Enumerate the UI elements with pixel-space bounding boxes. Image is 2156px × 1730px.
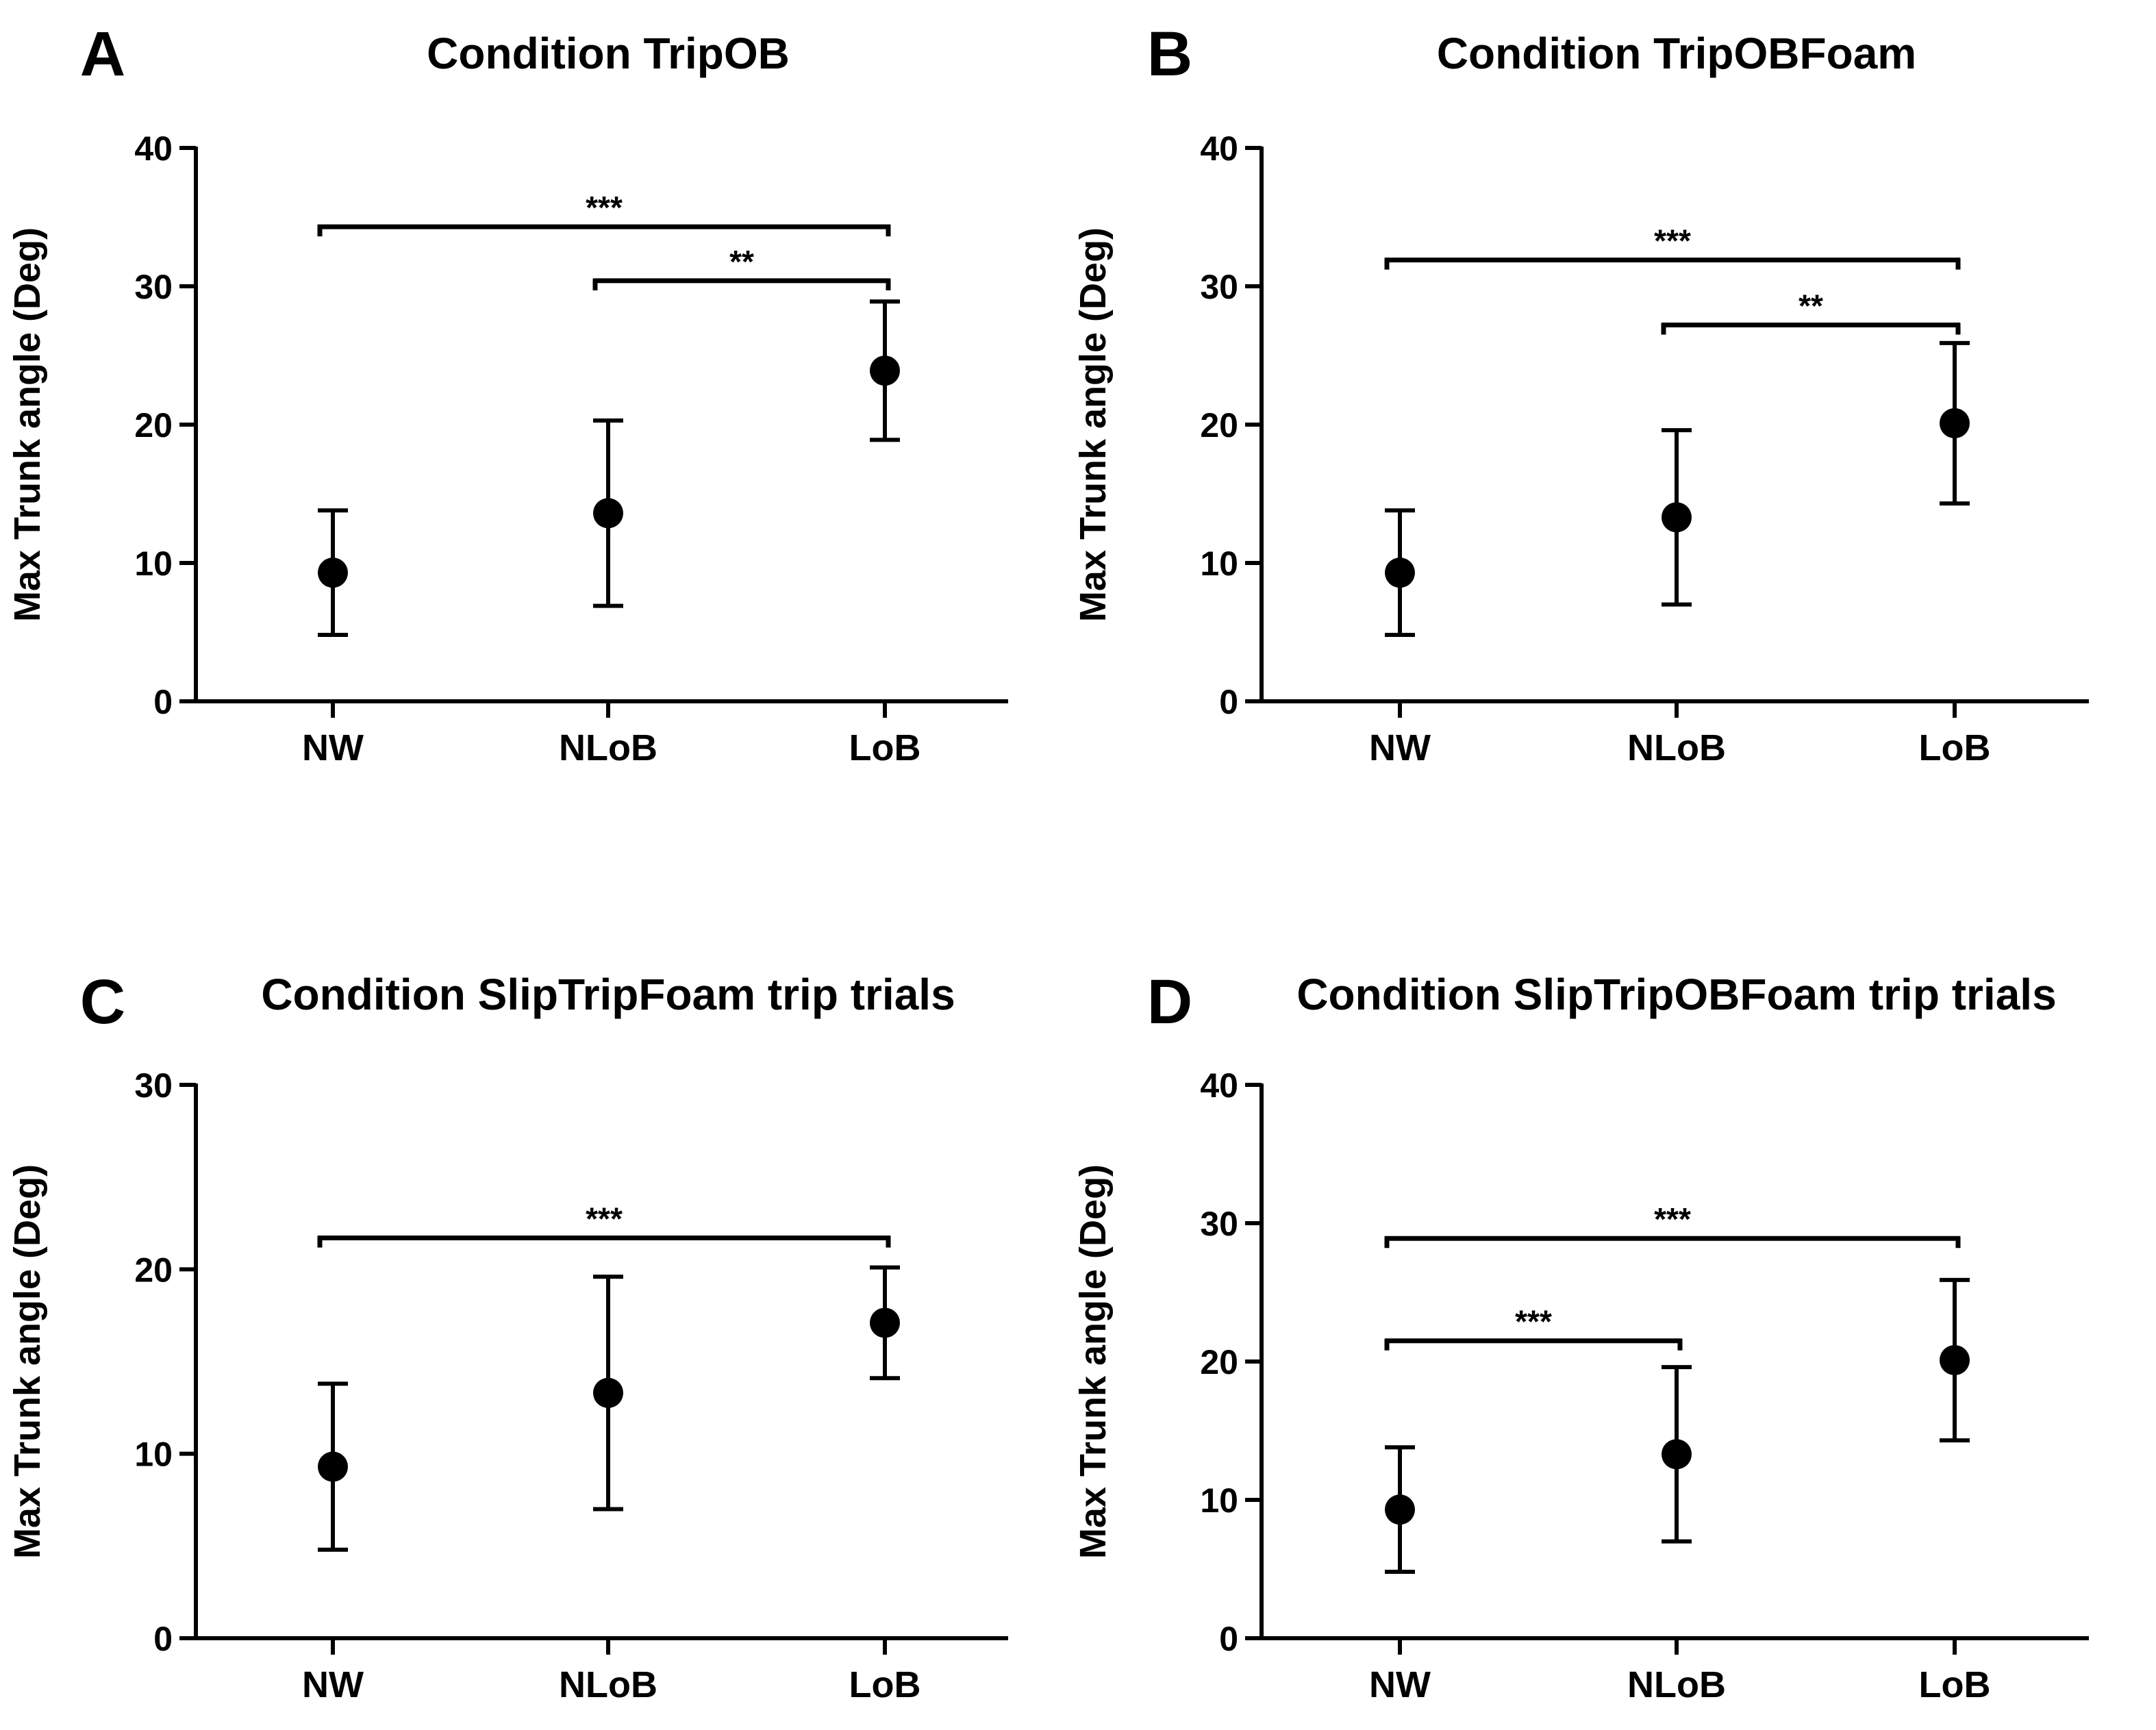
y-axis-label: Max Trunk angle (Deg): [1073, 227, 1114, 622]
data-point-nw: [318, 557, 348, 588]
significance-bracket: ***: [317, 1201, 891, 1248]
y-tick-label: 30: [1200, 1205, 1238, 1243]
panel-letter: A: [80, 19, 125, 89]
significance-bracket: ***: [1384, 1304, 1683, 1351]
x-tick-label: LoB: [1919, 1664, 1991, 1705]
x-tick-label: NLoB: [1627, 1664, 1726, 1705]
x-tick-label: LoB: [1919, 727, 1991, 768]
x-tick-label: NLoB: [559, 727, 657, 768]
significance-bracket: ***: [1384, 1201, 1961, 1249]
significance-bracket: ***: [1384, 223, 1961, 270]
y-tick-label: 40: [1200, 1066, 1238, 1105]
significance-label: ***: [1654, 1201, 1691, 1237]
significance-label: ***: [586, 190, 623, 225]
panel-letter: C: [80, 967, 125, 1037]
data-point-nlob: [593, 1377, 623, 1408]
x-tick-label: NW: [1369, 727, 1431, 768]
y-tick-label: 0: [1219, 1620, 1238, 1658]
y-tick-label: 0: [153, 683, 173, 721]
significance-bracket: ***: [317, 190, 891, 237]
significance-bracket: **: [1661, 288, 1961, 335]
significance-label: ***: [1654, 223, 1691, 259]
y-tick-label: 10: [134, 1436, 173, 1474]
significance-label: **: [729, 244, 754, 279]
data-point-nlob: [1662, 502, 1692, 533]
panel-d: D Condition SlipTripOBFoam trip trials 0 10…: [1073, 967, 2089, 1705]
x-tick-label: NLoB: [559, 1664, 657, 1705]
x-tick-label: NLoB: [1627, 727, 1726, 768]
panel-c: C Condition SlipTripFoam trip trials 0 10 20…: [7, 967, 1008, 1705]
panel-b: B Condition TripOBFoam 0 10 20 30 40 Max Trunk …: [1073, 19, 2089, 768]
panel-letter: B: [1147, 19, 1192, 89]
panel-letter: D: [1147, 967, 1192, 1037]
y-axis-label: Max Trunk angle (Deg): [7, 1164, 48, 1559]
chart-title: Condition TripOB: [427, 29, 790, 78]
significance-label: ***: [586, 1201, 623, 1237]
y-tick-label: 20: [1200, 1343, 1238, 1381]
panel-a: A Condition TripOB 0 10 20 30 40 Max Trunk angl…: [7, 19, 1008, 768]
data-point-nw: [1385, 1494, 1415, 1525]
y-tick-label: 30: [134, 1066, 173, 1105]
data-point-nlob: [593, 498, 623, 529]
y-tick-label: 0: [153, 1620, 173, 1658]
data-point-lob: [870, 355, 900, 386]
y-tick-label: 20: [134, 1251, 173, 1289]
y-tick-label: 0: [1219, 683, 1238, 721]
significance-label: **: [1798, 288, 1823, 324]
significance-label: ***: [1515, 1304, 1552, 1340]
x-tick-label: NW: [302, 1664, 364, 1705]
data-point-lob: [1940, 1344, 1970, 1375]
data-point-nw: [318, 1451, 348, 1482]
data-point-lob: [1940, 408, 1970, 438]
y-tick-label: 10: [1200, 1481, 1238, 1520]
data-point-lob: [870, 1307, 900, 1338]
y-tick-label: 30: [1200, 268, 1238, 306]
chart-title: Condition SlipTripOBFoam trip trials: [1296, 970, 2056, 1019]
x-tick-label: NW: [302, 727, 364, 768]
y-axis-label: Max Trunk angle (Deg): [1073, 1164, 1114, 1559]
y-tick-label: 20: [1200, 406, 1238, 444]
y-axis-label: Max Trunk angle (Deg): [7, 227, 48, 622]
y-tick-label: 40: [1200, 129, 1238, 168]
y-tick-label: 40: [134, 129, 173, 168]
data-point-nw: [1385, 557, 1415, 588]
x-tick-label: NW: [1369, 1664, 1431, 1705]
y-tick-label: 20: [134, 406, 173, 444]
chart-title: Condition TripOBFoam: [1437, 29, 1916, 78]
y-tick-label: 10: [134, 544, 173, 583]
x-tick-label: LoB: [849, 727, 921, 768]
y-tick-label: 30: [134, 268, 173, 306]
chart-title: Condition SlipTripFoam trip trials: [261, 970, 955, 1019]
data-point-nlob: [1662, 1439, 1692, 1470]
x-tick-label: LoB: [849, 1664, 921, 1705]
y-tick-label: 10: [1200, 544, 1238, 583]
significance-bracket: **: [592, 244, 891, 290]
